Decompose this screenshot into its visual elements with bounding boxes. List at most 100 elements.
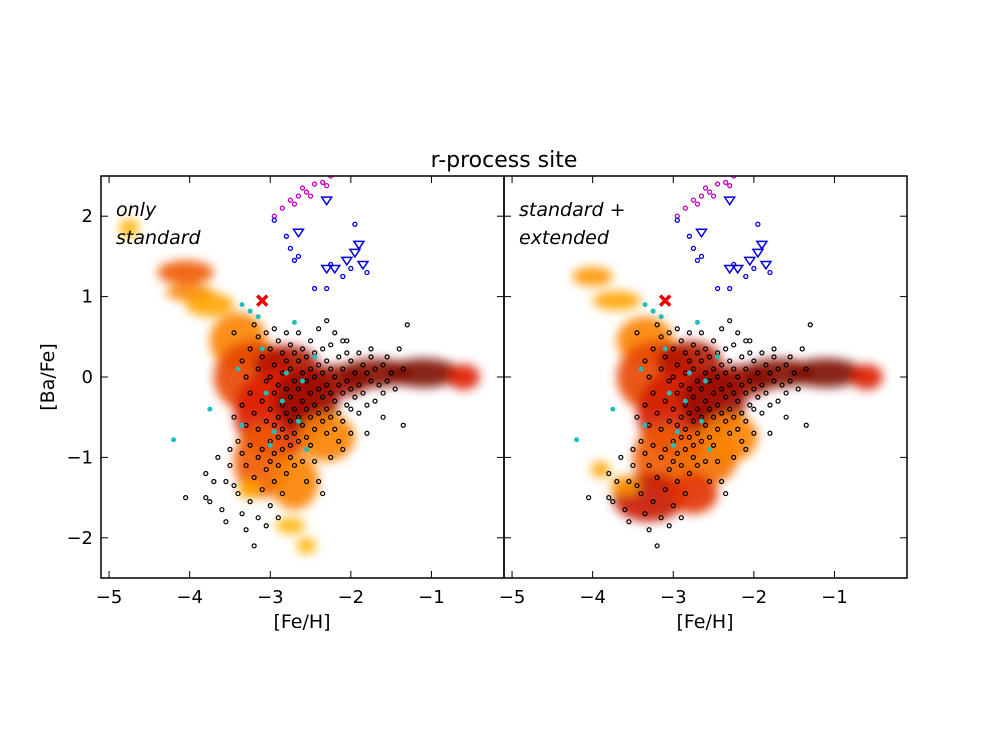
blue-point xyxy=(283,233,290,239)
observation-point xyxy=(739,438,745,444)
x-tick-label: −2 xyxy=(741,587,768,608)
observation-point xyxy=(670,458,676,465)
observation-point xyxy=(392,386,398,392)
observation-point xyxy=(384,378,390,384)
observation-point xyxy=(247,390,253,396)
observation-point xyxy=(320,418,326,424)
magenta-point xyxy=(698,193,705,199)
observation-point xyxy=(203,495,209,501)
x-tick-label: −4 xyxy=(176,587,203,608)
observation-point xyxy=(328,390,334,396)
observation-point xyxy=(239,402,245,408)
observation-point xyxy=(771,354,777,360)
density-blob xyxy=(447,364,480,390)
observation-point xyxy=(767,402,773,408)
magenta-point xyxy=(714,181,721,187)
density-map-right xyxy=(572,266,883,522)
observation-point xyxy=(307,414,314,420)
observation-point xyxy=(396,346,402,352)
observation-point xyxy=(634,414,640,420)
magenta-point xyxy=(694,201,701,207)
blue-triangle-point xyxy=(755,240,769,251)
observation-point xyxy=(662,486,668,493)
cyan-point xyxy=(304,446,310,452)
observation-point xyxy=(251,474,257,481)
blue-point xyxy=(311,285,318,292)
observation-point xyxy=(223,478,229,485)
observation-point xyxy=(751,386,757,392)
blue-triangle-point xyxy=(292,228,305,239)
observation-point xyxy=(231,330,237,336)
observation-point xyxy=(299,346,306,352)
observation-point xyxy=(251,543,257,549)
observation-point xyxy=(388,370,394,376)
magenta-point xyxy=(295,193,302,199)
density-blob xyxy=(572,266,613,287)
observation-point xyxy=(666,378,672,384)
x-tick-label: −5 xyxy=(96,587,123,608)
observation-point xyxy=(767,370,773,376)
observation-point xyxy=(670,406,676,412)
observation-point xyxy=(287,342,294,348)
observation-point xyxy=(674,450,680,456)
observation-point xyxy=(255,426,261,432)
observation-point xyxy=(360,362,366,368)
observation-point xyxy=(279,490,285,497)
observation-point xyxy=(727,430,733,436)
observation-point xyxy=(303,434,310,440)
observation-point xyxy=(279,350,285,356)
observation-point xyxy=(316,362,322,368)
observation-point xyxy=(368,354,374,360)
observation-point xyxy=(690,394,697,400)
observation-point xyxy=(710,414,717,420)
observation-point xyxy=(686,358,692,364)
observation-point xyxy=(690,366,697,372)
observation-point xyxy=(775,398,781,404)
blue-point xyxy=(291,257,298,264)
observation-point xyxy=(283,470,289,477)
observation-point xyxy=(380,414,386,420)
observation-point xyxy=(694,430,701,436)
cyan-point xyxy=(638,366,644,372)
observation-point xyxy=(650,390,656,396)
observation-point xyxy=(255,366,261,372)
observation-point xyxy=(328,454,334,460)
observation-point xyxy=(368,346,374,352)
observation-point xyxy=(203,470,209,477)
observation-point xyxy=(227,446,233,452)
observation-point xyxy=(267,346,273,352)
density-blob xyxy=(592,290,642,311)
cyan-point xyxy=(291,319,297,325)
blue-point xyxy=(694,257,701,264)
observation-point xyxy=(710,338,717,344)
observation-point xyxy=(275,515,281,521)
observation-point xyxy=(263,330,269,336)
blue-triangle-point xyxy=(340,256,354,267)
observation-point xyxy=(759,382,765,388)
observation-point xyxy=(332,426,338,432)
y-axis-label: [Ba/Fe] xyxy=(37,343,59,410)
observation-point xyxy=(368,378,374,384)
blue-point xyxy=(714,285,721,292)
magenta-point xyxy=(324,182,330,189)
blue-point xyxy=(295,253,302,260)
observation-point xyxy=(299,370,306,376)
observation-point xyxy=(380,362,386,368)
observation-point xyxy=(291,406,298,412)
blue-point xyxy=(348,265,354,272)
observation-point xyxy=(340,366,346,372)
observation-point xyxy=(791,370,797,376)
observation-point xyxy=(743,418,749,424)
observation-point xyxy=(320,346,326,352)
observation-point xyxy=(666,523,672,529)
observation-point xyxy=(747,350,753,356)
observation-point xyxy=(239,358,245,364)
cyan-point xyxy=(658,314,664,320)
observation-point xyxy=(646,462,652,469)
observation-point xyxy=(614,478,620,485)
observation-point xyxy=(690,418,697,424)
observation-point xyxy=(251,410,257,416)
observation-point xyxy=(650,442,656,448)
observation-point xyxy=(694,406,701,412)
